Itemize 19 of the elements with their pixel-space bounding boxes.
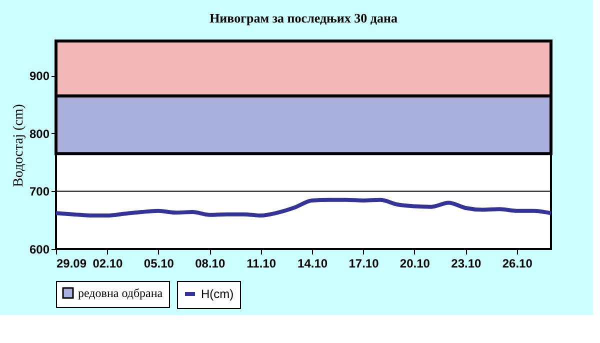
x-tick-label: 14.10 xyxy=(298,256,328,270)
x-tick-label: 20.10 xyxy=(400,256,430,270)
y-tick-label: 700 xyxy=(29,184,50,199)
x-tick-label: 05.10 xyxy=(144,256,174,270)
line-series xyxy=(54,198,553,218)
y-axis-title: Водостај (cm) xyxy=(11,104,26,187)
x-tick-label: 08.10 xyxy=(195,256,226,270)
y-tick-label: 600 xyxy=(29,242,50,256)
x-tick-label: 26.10 xyxy=(502,256,533,270)
x-tick-label: 29.09 xyxy=(56,256,87,270)
x-tick-label: 11.10 xyxy=(246,256,276,270)
legend-label: H(cm) xyxy=(201,287,234,301)
legend-label: редовна одбрана xyxy=(78,286,164,300)
chart-title: Нивограм за последњих 30 дана xyxy=(210,10,398,26)
y-tick-label: 800 xyxy=(29,126,50,141)
x-tick-label: 17.10 xyxy=(348,256,380,270)
y-tick-label: 900 xyxy=(29,69,50,84)
x-tick-label: 02.10 xyxy=(92,256,124,270)
x-tick-label: 23.10 xyxy=(451,256,482,270)
